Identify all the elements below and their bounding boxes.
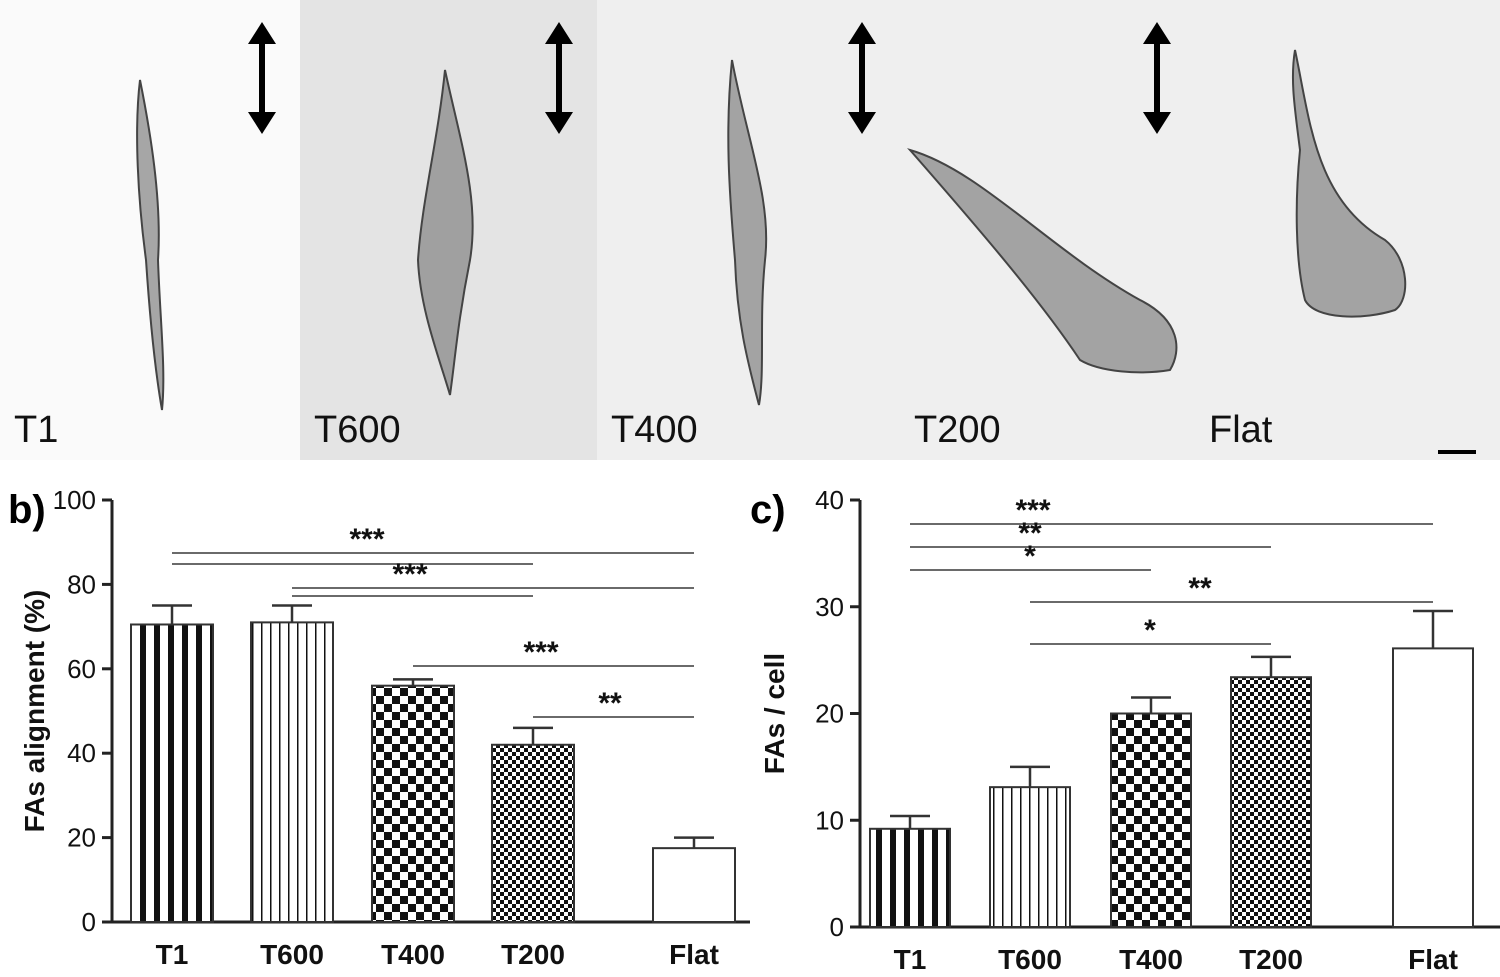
direction-arrow-icon xyxy=(545,22,573,134)
y-axis-label: FAs / cell xyxy=(759,653,790,774)
significance-line: *** xyxy=(910,494,1433,527)
micrograph-label: T400 xyxy=(611,409,698,451)
x-tick-label: T200 xyxy=(501,939,565,970)
micrograph-t1: T1 xyxy=(0,0,300,460)
micrograph-t200: T200 xyxy=(900,0,1195,460)
micrograph-image xyxy=(0,0,300,460)
y-tick-label: 30 xyxy=(815,592,844,622)
micrograph-image xyxy=(900,0,1195,460)
panel-b-label: b) xyxy=(8,488,46,532)
x-tick-label: T1 xyxy=(156,939,189,970)
significance-stars: *** xyxy=(349,523,384,556)
chart-fa-alignment: 0 20 40 60 80 100 FAs alignment (%) T1 T600 T400 T… xyxy=(19,485,750,970)
y-axis: 0 20 40 60 80 100 xyxy=(53,485,114,937)
x-tick-label: T400 xyxy=(381,939,445,970)
significance-stars: *** xyxy=(1015,494,1050,527)
panel-c-label: c) xyxy=(750,488,786,532)
cell-shape xyxy=(727,59,768,406)
direction-arrow-icon xyxy=(248,22,276,134)
error-bar xyxy=(513,726,553,745)
error-bar xyxy=(152,604,192,625)
y-tick-label: 10 xyxy=(815,805,844,835)
significance-line: * xyxy=(910,540,1151,573)
error-bar xyxy=(1131,696,1171,714)
micrograph-label: T200 xyxy=(914,409,1001,451)
significance-line: ** xyxy=(910,517,1271,550)
significance-line: ** xyxy=(1030,572,1433,605)
x-tick-label: T200 xyxy=(1239,944,1303,975)
bar-t200 xyxy=(1230,676,1312,928)
y-tick-label: 20 xyxy=(815,699,844,729)
significance-stars: *** xyxy=(392,558,427,591)
significance-line: *** xyxy=(172,523,694,556)
micrograph-t600: T600 xyxy=(300,0,597,460)
micrograph-flat: Flat xyxy=(1195,0,1500,460)
cell-shape xyxy=(416,69,474,396)
bar-t400 xyxy=(1110,712,1192,928)
y-axis-label: FAs alignment (%) xyxy=(19,590,50,833)
x-tick-label: T400 xyxy=(1119,944,1183,975)
micrograph-image xyxy=(597,0,900,460)
y-tick-label: 100 xyxy=(53,485,96,515)
cell-shape xyxy=(136,79,165,411)
y-tick-label: 20 xyxy=(67,823,96,853)
y-tick-label: 0 xyxy=(82,907,96,937)
error-bar xyxy=(1010,765,1050,788)
micrograph-label: Flat xyxy=(1209,409,1273,451)
significance-line: *** xyxy=(413,636,694,669)
significance-stars: *** xyxy=(523,636,558,669)
error-bar xyxy=(890,814,930,829)
bar-t200 xyxy=(491,743,575,924)
bar-t600 xyxy=(250,621,334,923)
error-bar xyxy=(272,604,312,623)
significance-stars: * xyxy=(1024,540,1036,573)
bar-t600 xyxy=(989,786,1071,928)
significance-line: * xyxy=(1030,614,1271,647)
micrograph-label: T600 xyxy=(314,409,401,451)
significance-stars: ** xyxy=(1018,517,1042,550)
x-tick-label: T600 xyxy=(260,939,324,970)
y-tick-label: 0 xyxy=(830,912,844,942)
y-tick-label: 60 xyxy=(67,654,96,684)
x-tick-label: T1 xyxy=(894,944,927,975)
bar-flat xyxy=(652,847,736,923)
significance-line: *** xyxy=(292,558,694,591)
bar-flat xyxy=(1392,647,1474,928)
x-tick-label: Flat xyxy=(1408,944,1458,975)
error-bar xyxy=(1413,609,1453,649)
bar-t1 xyxy=(130,623,214,924)
x-tick-label: Flat xyxy=(669,939,719,970)
micrograph-label: T1 xyxy=(14,409,59,451)
direction-arrow-icon xyxy=(848,22,876,134)
micrograph-t400: T400 xyxy=(597,0,900,460)
significance-stars: ** xyxy=(598,687,622,720)
y-tick-label: 80 xyxy=(67,569,96,599)
cell-shape xyxy=(1291,49,1407,318)
y-tick-label: 40 xyxy=(67,738,96,768)
error-bar xyxy=(674,836,714,849)
y-tick-label: 40 xyxy=(815,485,844,515)
y-axis: 0 10 20 30 40 xyxy=(815,485,862,942)
significance-line: ** xyxy=(533,687,694,720)
direction-arrow-icon xyxy=(1143,22,1171,134)
bar-t1 xyxy=(869,827,951,929)
bar-t400 xyxy=(371,684,455,923)
cell-shape xyxy=(907,148,1178,374)
error-bar xyxy=(393,678,433,686)
error-bar xyxy=(1251,655,1291,678)
micrograph-image xyxy=(300,0,597,460)
micrograph-image xyxy=(1195,0,1500,460)
x-tick-label: T600 xyxy=(998,944,1062,975)
significance-stars: ** xyxy=(1188,572,1212,605)
significance-stars: * xyxy=(1144,614,1156,647)
